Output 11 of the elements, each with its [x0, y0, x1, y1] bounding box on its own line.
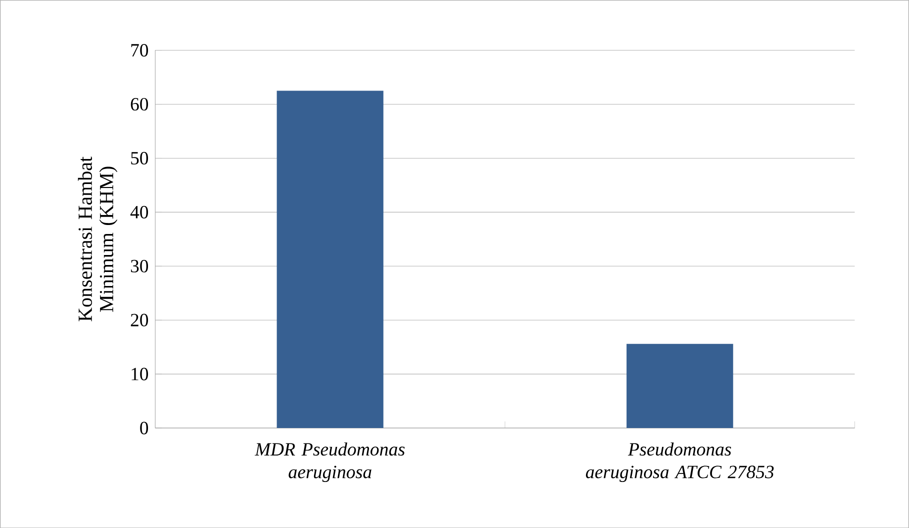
y-tick-label: 70: [131, 44, 148, 56]
y-tick-label: 0: [140, 422, 148, 434]
y-tick-label: 10: [132, 368, 148, 380]
y-axis-title: Konsentrasi Hambat Minimum (KHM): [78, 156, 118, 322]
y-tick-label: 30: [130, 260, 148, 272]
y-tick-label: 50: [131, 152, 148, 164]
y-tick-label: 40: [130, 206, 148, 218]
x-tick-label: Pseudomonas aeruginosa ATCC 27853: [586, 442, 774, 482]
y-tick-label: 20: [130, 314, 148, 326]
x-tick-label: MDR Pseudomonas aeruginosa: [254, 442, 405, 482]
y-tick-label: 60: [130, 98, 148, 110]
